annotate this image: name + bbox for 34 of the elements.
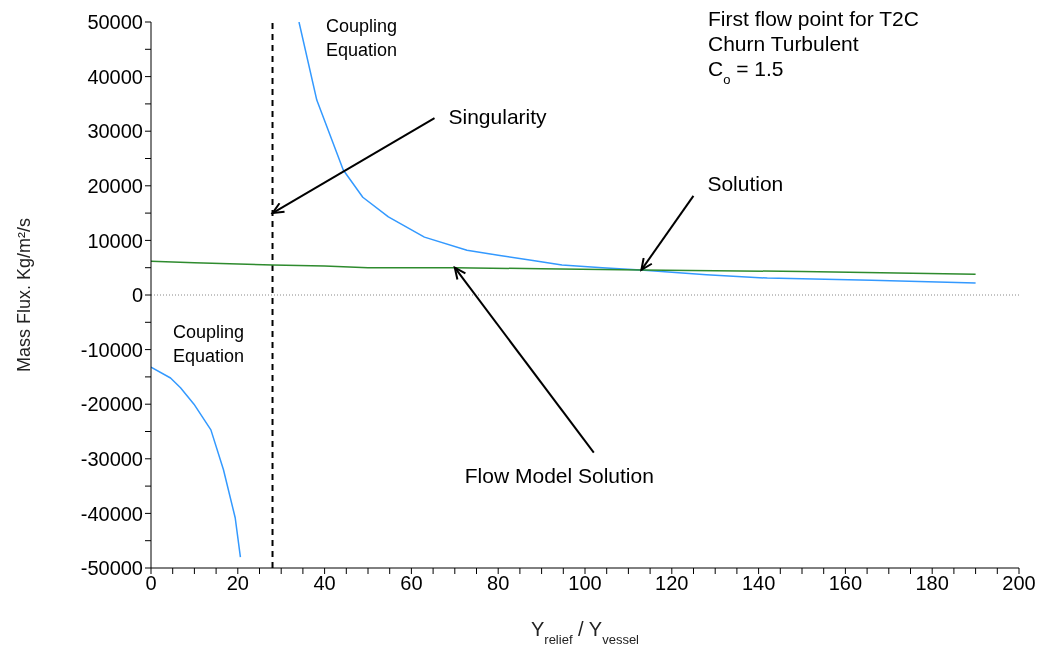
annotation: Churn Turbulent (708, 32, 859, 55)
y-tick-label: -30000 (80, 447, 143, 470)
y-tick-label: 40000 (87, 65, 143, 88)
x-tick-label: 40 (313, 572, 336, 595)
y-tick-label: 10000 (87, 229, 143, 252)
x-tick-label: 20 (226, 572, 249, 595)
x-tick-label: 100 (568, 572, 602, 595)
annotation: Flow Model Solution (464, 463, 654, 487)
x-tick-label: 60 (400, 572, 423, 595)
annotation: First flow point for T2C (708, 7, 919, 30)
x-tick-label: 200 (1002, 572, 1036, 595)
x-tick-label: 140 (741, 572, 776, 595)
annotation: Coupling Equation (326, 16, 398, 60)
y-tick-label: 50000 (87, 11, 143, 34)
x-tick-label: 120 (655, 572, 689, 595)
annotation: Coupling Equation (173, 322, 245, 366)
y-tick-label: 30000 (87, 120, 143, 143)
x-tick-label: 180 (915, 572, 949, 595)
x-tick-label: 0 (145, 572, 157, 595)
y-tick-label: -20000 (80, 393, 143, 416)
x-tick-label: 160 (828, 572, 863, 595)
annotation: C$_{o}$ = 1.5 (708, 57, 784, 87)
y-tick-label: -10000 (80, 338, 143, 361)
x-axis-title: Y$_{relief}$ / Y$_{vessel}$ (530, 618, 640, 647)
y-tick-label: -50000 (80, 557, 143, 580)
line-series (151, 366, 242, 558)
y-tick-label: 20000 (87, 174, 143, 197)
line-series (151, 260, 977, 275)
annotation: Singularity (448, 105, 548, 129)
x-tick-label: 80 (487, 572, 510, 595)
y-axis-title: Mass Flux. Kg/m²/s (14, 217, 34, 373)
annotation: Solution (707, 171, 784, 195)
y-tick-label: -40000 (80, 502, 143, 525)
y-tick-label: 0 (131, 284, 143, 307)
